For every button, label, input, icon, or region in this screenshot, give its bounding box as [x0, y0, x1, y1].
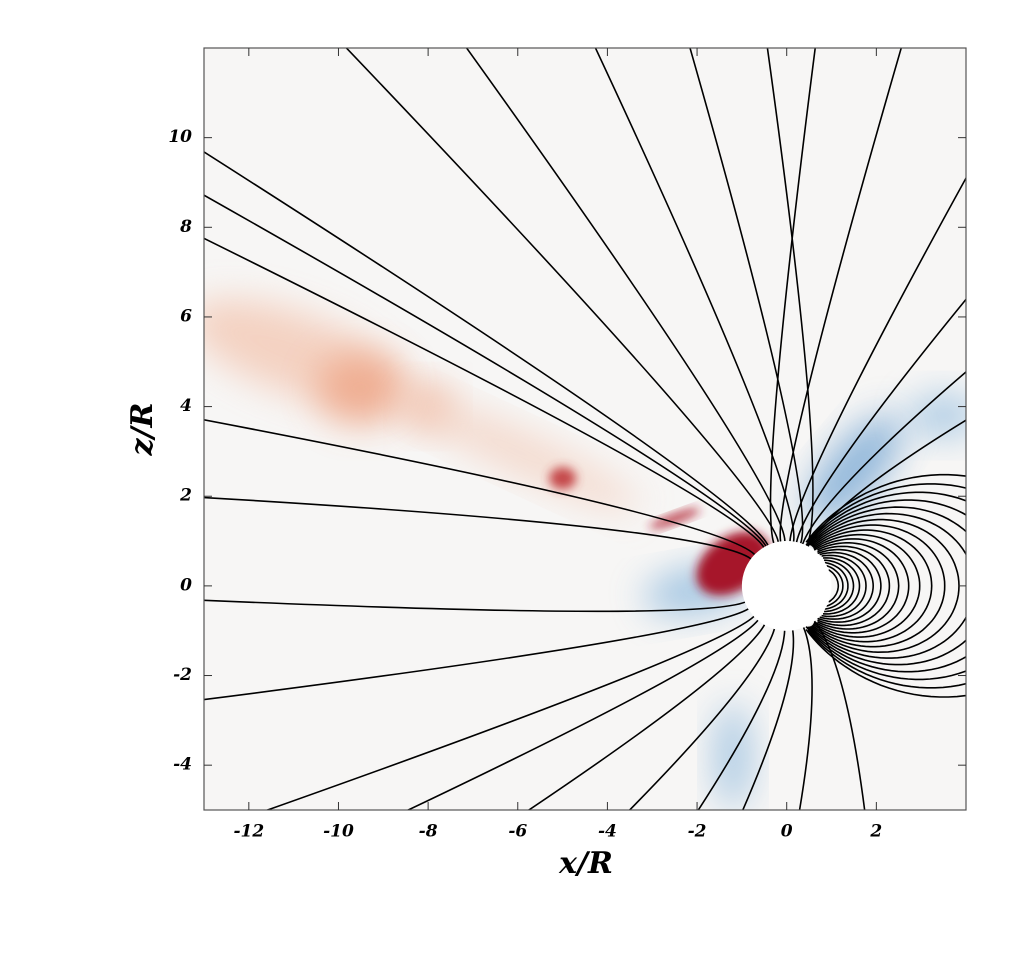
field-line — [813, 538, 910, 634]
color-patch — [549, 467, 577, 490]
y-tick-label: 8 — [179, 217, 192, 237]
field-line — [817, 548, 882, 623]
field-line — [819, 551, 875, 620]
field-line — [824, 559, 855, 613]
x-tick-label: -2 — [688, 822, 707, 842]
field-line — [807, 419, 966, 547]
y-tick-label: -4 — [173, 755, 192, 775]
field-line — [813, 533, 921, 638]
field-line — [805, 473, 966, 698]
field-line — [204, 237, 765, 548]
field-line — [697, 630, 786, 810]
x-tick-label: 0 — [781, 822, 793, 842]
field-line — [807, 483, 966, 689]
field-line — [465, 48, 786, 542]
x-tick-label: -4 — [598, 822, 617, 842]
y-tick-label: 4 — [180, 396, 192, 416]
plot-area — [204, 48, 966, 810]
field-line — [801, 370, 966, 545]
y-tick-label: 0 — [180, 575, 192, 595]
field-line — [824, 561, 849, 610]
x-tick-label: -8 — [419, 822, 438, 842]
plot-frame — [203, 47, 967, 811]
field-line — [807, 499, 966, 673]
y-tick-label: 10 — [168, 127, 192, 147]
field-line — [811, 524, 946, 648]
field-line — [689, 48, 804, 544]
field-line — [779, 48, 903, 542]
field-line — [813, 620, 866, 810]
field-line — [204, 496, 752, 560]
field-line — [817, 542, 900, 630]
field-line — [527, 624, 766, 810]
field-line — [812, 529, 933, 643]
field-line — [204, 599, 746, 613]
field-line — [204, 150, 769, 546]
field-line — [204, 608, 749, 701]
field-line — [406, 619, 759, 810]
field-line — [822, 557, 861, 615]
color-patch — [907, 393, 966, 438]
field-line — [805, 491, 966, 681]
field-line — [795, 298, 966, 543]
x-axis-label: x/R — [558, 846, 613, 881]
field-line — [204, 194, 767, 547]
x-tick-label: -12 — [233, 822, 264, 842]
field-line — [789, 176, 966, 542]
field-line — [204, 419, 756, 556]
field-line — [798, 627, 813, 810]
field-line — [817, 545, 891, 627]
field-line — [826, 564, 844, 607]
field — [204, 48, 966, 810]
color-patch — [806, 415, 902, 524]
field-line — [628, 628, 776, 810]
field-line — [345, 48, 780, 543]
y-axis-label: z/R — [125, 403, 160, 457]
color-patch — [316, 352, 406, 425]
field-line — [809, 512, 966, 659]
color-patch — [714, 702, 751, 810]
field-line — [821, 554, 867, 618]
field-line — [769, 48, 817, 544]
x-tick-label: -10 — [323, 822, 354, 842]
y-tick-label: 2 — [179, 486, 192, 506]
field-line — [741, 630, 795, 810]
field-line — [828, 569, 840, 603]
color-patch — [395, 391, 640, 512]
field-line — [808, 506, 966, 666]
star — [741, 541, 832, 631]
y-tick-label: 6 — [180, 306, 192, 326]
color-patch — [649, 508, 700, 529]
y-tick-label: -2 — [173, 665, 192, 685]
x-tick-label: 2 — [869, 822, 882, 842]
field-line — [594, 48, 795, 542]
x-tick-label: -6 — [508, 822, 527, 842]
field-line — [265, 615, 755, 810]
